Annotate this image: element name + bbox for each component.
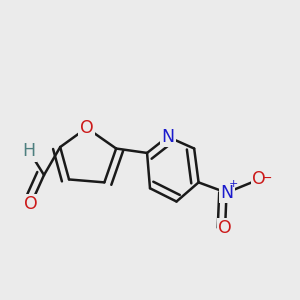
Text: +: + [229,179,239,189]
Text: N: N [161,128,174,146]
Text: O: O [24,196,38,214]
Text: O: O [218,219,232,237]
Text: −: − [262,172,272,184]
Text: O: O [80,119,94,137]
Text: O: O [252,170,266,188]
Text: H: H [23,142,36,160]
Text: N: N [220,184,233,202]
